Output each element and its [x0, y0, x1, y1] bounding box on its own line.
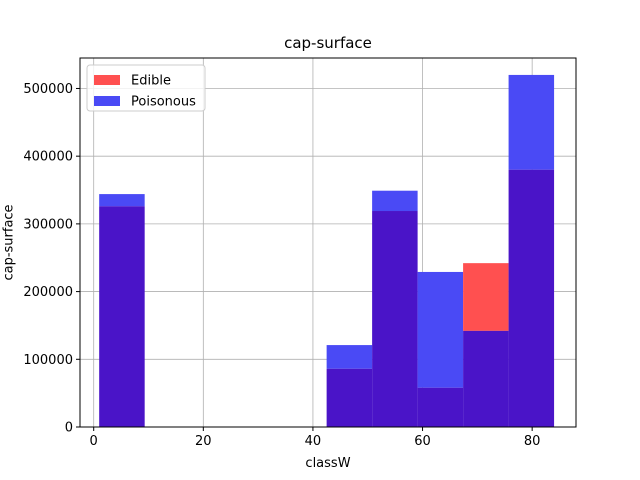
- x-axis-label: classW: [305, 456, 350, 471]
- bar-overlap: [326, 368, 373, 427]
- bar-poisonous: [99, 194, 145, 207]
- bar-overlap: [372, 211, 418, 427]
- bars: [99, 74, 555, 428]
- y-tick-label: 100000: [23, 353, 73, 368]
- y-tick-label: 300000: [23, 217, 73, 232]
- bar-poisonous: [508, 74, 555, 170]
- y-tick-label: 500000: [23, 82, 73, 97]
- y-tick-label: 400000: [23, 150, 73, 165]
- chart-title: cap-surface: [284, 34, 372, 52]
- legend-swatch: [94, 75, 120, 85]
- y-axis-label: cap-surface: [2, 204, 17, 280]
- bar-overlap: [508, 169, 555, 428]
- bar-overlap: [417, 387, 464, 427]
- legend-swatch: [94, 96, 120, 106]
- x-tick-label: 0: [90, 434, 98, 449]
- legend-label: Edible: [131, 74, 171, 89]
- y-tick-label: 200000: [23, 285, 73, 300]
- x-tick-label: 40: [305, 434, 322, 449]
- bar-overlap: [463, 330, 509, 427]
- legend: Edible Poisonous: [86, 64, 206, 112]
- bar-poisonous: [417, 271, 464, 388]
- bar-overlap: [99, 206, 145, 427]
- legend-label: Poisonous: [131, 95, 196, 110]
- plot-frame: [79, 57, 577, 428]
- bar-edible: [463, 263, 509, 331]
- y-tick-label: 0: [65, 421, 73, 436]
- x-tick-label: 20: [195, 434, 212, 449]
- bar-poisonous: [372, 190, 418, 212]
- x-tick-label: 80: [524, 434, 541, 449]
- axis-ticks: 0 20 40 60 80 0 100000 200000 300000 400000 500000: [23, 82, 540, 449]
- bar-poisonous: [326, 345, 373, 369]
- x-tick-label: 60: [414, 434, 431, 449]
